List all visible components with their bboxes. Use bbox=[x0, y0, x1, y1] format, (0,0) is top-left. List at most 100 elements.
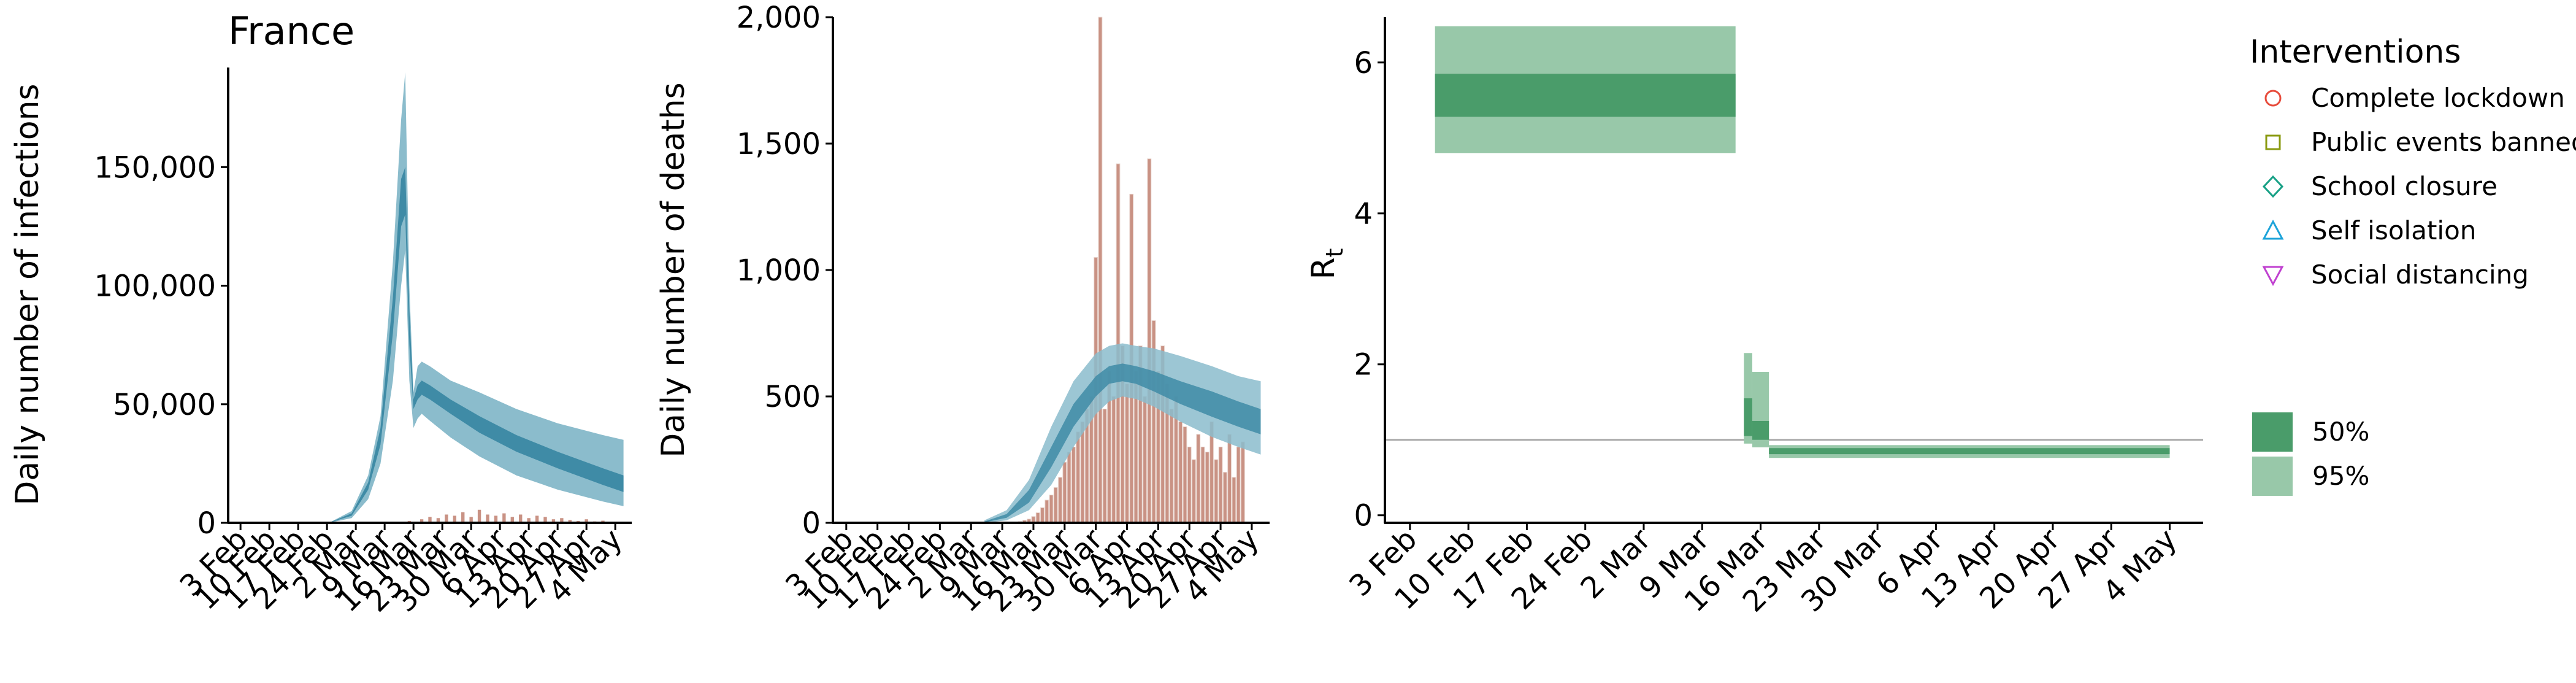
y-tick-label: 0 bbox=[1354, 499, 1373, 533]
interval-swatch bbox=[2252, 457, 2293, 496]
observed-death-bar bbox=[1098, 17, 1103, 523]
legend-item-label: Public events banned bbox=[2311, 127, 2576, 157]
infection-band-50 bbox=[269, 167, 624, 523]
observed-death-bar bbox=[1183, 426, 1187, 523]
panel-3-ylabel: Rt bbox=[1305, 248, 1348, 279]
observed-death-bar bbox=[1200, 446, 1205, 523]
observed-death-bar bbox=[1218, 446, 1223, 523]
observed-death-bar bbox=[1071, 446, 1076, 523]
observed-case-bar bbox=[420, 519, 424, 523]
observed-case-bar bbox=[486, 514, 489, 523]
observed-case-bar bbox=[585, 519, 588, 523]
infection-bands bbox=[269, 72, 624, 523]
interval-label: 50% bbox=[2312, 417, 2369, 447]
rt-band-50 bbox=[1744, 398, 1752, 436]
observed-case-bar bbox=[436, 518, 440, 523]
legend-item-label: Self isolation bbox=[2311, 215, 2476, 245]
observed-death-bar bbox=[1116, 163, 1121, 523]
observed-death-bar bbox=[1076, 431, 1080, 523]
observed-case-bar bbox=[560, 518, 564, 523]
observed-death-bar bbox=[1214, 459, 1219, 523]
y-tick-label: 100,000 bbox=[94, 269, 217, 304]
observed-case-bar bbox=[494, 515, 498, 523]
observed-death-bar bbox=[1236, 446, 1241, 523]
observed-death-bar bbox=[1227, 434, 1232, 523]
legend-item-label: Complete lockdown bbox=[2311, 83, 2565, 113]
observed-case-bar bbox=[568, 520, 572, 523]
triangle-up-icon bbox=[2262, 219, 2284, 240]
observed-death-bar bbox=[1080, 421, 1085, 523]
y-tick-label: 4 bbox=[1354, 197, 1373, 231]
triangle-down-icon bbox=[2262, 266, 2284, 287]
y-tick-label: 1,000 bbox=[737, 253, 821, 288]
rt-band-50 bbox=[1769, 448, 2170, 455]
observed-death-bar bbox=[1169, 409, 1174, 523]
rt-bands bbox=[1385, 26, 2203, 458]
panel-deaths: Daily number of deaths 0 500 1,000 1,500 2,0… bbox=[655, 1, 1270, 619]
observed-case-bar bbox=[543, 517, 547, 523]
observed-case-bar bbox=[527, 518, 531, 523]
interval-swatch bbox=[2252, 412, 2293, 452]
observed-case-bar bbox=[519, 514, 523, 523]
y-tick-label: 2 bbox=[1354, 348, 1373, 382]
y-tick-label: 50,000 bbox=[113, 388, 216, 422]
death-band-50 bbox=[984, 363, 1261, 523]
rt-band-50 bbox=[1752, 420, 1769, 440]
observed-death-bar bbox=[1143, 396, 1147, 523]
y-tick-label: 6 bbox=[1354, 46, 1373, 80]
y-tick-label: 2,000 bbox=[737, 1, 821, 35]
observed-cases-bars bbox=[407, 509, 621, 523]
observed-death-bar bbox=[1232, 477, 1236, 523]
observed-death-bar bbox=[1053, 487, 1058, 523]
observed-case-bar bbox=[477, 509, 481, 523]
observed-case-bar bbox=[428, 517, 432, 523]
legend-item: Public events banned bbox=[2265, 127, 2576, 157]
observed-death-bar bbox=[1045, 500, 1049, 523]
panel-infections: France Daily number of infections 0 50,00… bbox=[9, 9, 632, 619]
death-bands bbox=[984, 343, 1261, 523]
observed-death-bar bbox=[1035, 512, 1040, 523]
observed-death-bar bbox=[1178, 421, 1183, 523]
legend-intervals: 50%95% bbox=[2252, 412, 2369, 496]
legend-interval: 95% bbox=[2252, 457, 2369, 496]
legend-item: Complete lockdown bbox=[2264, 83, 2565, 113]
rt-band-50 bbox=[1435, 74, 1736, 117]
observed-death-bar bbox=[1067, 452, 1071, 523]
observed-death-bar bbox=[1040, 507, 1045, 523]
panel-2-ylabel: Daily number of deaths bbox=[655, 82, 692, 458]
legend: Interventions Complete lockdown Public ev… bbox=[2250, 34, 2576, 496]
infection-band-95 bbox=[269, 72, 624, 523]
y-tick-label: 1,500 bbox=[737, 127, 821, 161]
observed-death-bar bbox=[1062, 461, 1067, 523]
y-tick-label: 0 bbox=[802, 506, 821, 541]
observed-death-bar bbox=[1147, 158, 1152, 523]
observed-death-bar bbox=[1205, 452, 1209, 523]
observed-death-bar bbox=[1196, 434, 1201, 523]
observed-death-bar bbox=[1187, 446, 1192, 523]
observed-case-bar bbox=[535, 515, 539, 523]
legend-item: Social distancing bbox=[2262, 260, 2529, 290]
legend-item: School closure bbox=[2262, 171, 2497, 201]
panel-1-ylabel: Daily number of infections bbox=[9, 83, 46, 505]
legend-item-label: Social distancing bbox=[2311, 260, 2529, 290]
y-tick-label: 500 bbox=[764, 380, 821, 414]
square-icon bbox=[2265, 134, 2281, 150]
panel-1-title: France bbox=[228, 9, 355, 53]
legend-interventions: Complete lockdown Public events banned Sch… bbox=[2262, 83, 2576, 290]
observed-death-bar bbox=[1222, 472, 1227, 523]
y-tick-label: 0 bbox=[197, 506, 216, 541]
observed-case-bar bbox=[445, 514, 448, 523]
observed-death-bar bbox=[1125, 383, 1129, 523]
observed-death-bar bbox=[1111, 396, 1116, 523]
observed-case-bar bbox=[551, 519, 556, 523]
observed-death-bar bbox=[1049, 495, 1054, 523]
legend-item: Self isolation bbox=[2262, 215, 2476, 245]
observed-death-bar bbox=[1241, 441, 1245, 523]
interval-label: 95% bbox=[2312, 461, 2369, 491]
observed-case-bar bbox=[502, 513, 506, 523]
legend-interval: 50% bbox=[2252, 412, 2369, 452]
observed-case-bar bbox=[510, 517, 514, 523]
